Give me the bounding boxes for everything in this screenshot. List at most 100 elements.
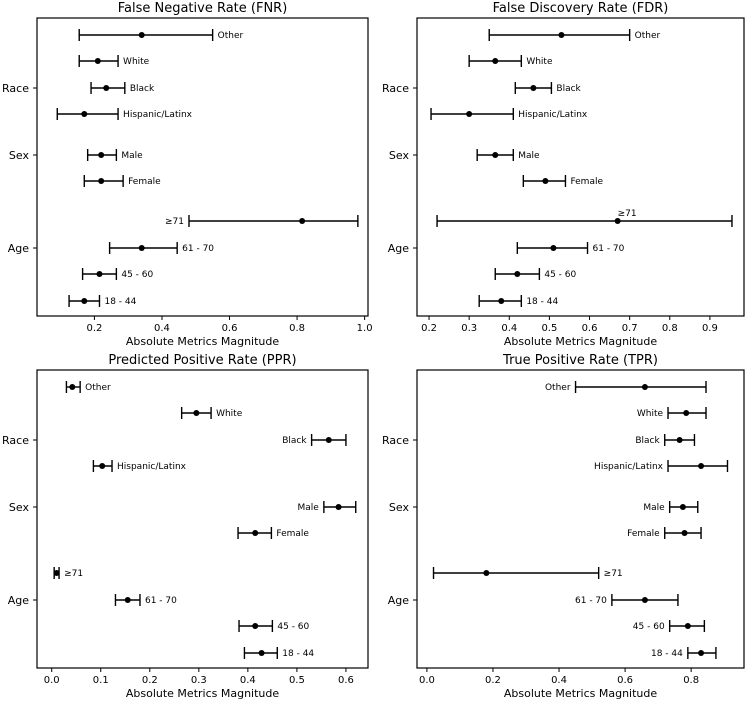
point-marker <box>676 437 683 443</box>
point-marker <box>138 245 145 251</box>
x-axis-label: Absolute Metrics Magnitude <box>126 335 280 348</box>
point-label: Black <box>282 436 307 446</box>
data-point-1: White <box>78 55 150 67</box>
point-marker <box>81 111 88 117</box>
data-point-8: 45 - 60 <box>238 620 310 632</box>
data-point-1: White <box>468 55 553 67</box>
point-marker <box>138 32 145 38</box>
group-label-sex: Sex <box>9 501 30 514</box>
point-label: Other <box>545 383 571 393</box>
x-tick-label: 0.2 <box>485 675 501 686</box>
data-point-2: Black <box>90 82 155 94</box>
group-label-race: Race <box>382 82 409 95</box>
chart-title: Predicted Positive Rate (PPR) <box>108 353 296 368</box>
data-point-7: 61 - 70 <box>575 594 679 606</box>
data-point-1: White <box>180 407 243 419</box>
group-label-age: Age <box>388 242 410 255</box>
point-label: White <box>526 57 553 67</box>
x-tick-label: 0.0 <box>44 675 60 686</box>
point-marker <box>558 32 565 38</box>
point-label: ≥71 <box>618 209 637 219</box>
point-label: Female <box>570 177 603 187</box>
group-label-age: Age <box>8 594 30 607</box>
panel-1: False Negative Rate (FNR) 0.2 0.4 0.6 0.8 1.0… <box>2 1 373 348</box>
data-point-6: ≥71 <box>165 215 359 227</box>
point-label: 45 - 60 <box>633 622 665 632</box>
point-label: 18 - 44 <box>104 297 136 307</box>
point-marker <box>252 623 259 629</box>
data-point-0: Other <box>65 381 111 393</box>
x-tick-label: 0.5 <box>541 323 557 334</box>
x-tick-label: 0.3 <box>191 675 207 686</box>
x-tick-label: 0.6 <box>222 323 238 334</box>
x-tick-label: 0.8 <box>662 323 678 334</box>
x-tick-label: 0.3 <box>461 323 477 334</box>
x-tick-label: 0.2 <box>142 675 158 686</box>
plot-frame <box>416 369 745 669</box>
point-marker <box>466 111 473 117</box>
x-tick-label: 0.2 <box>86 323 102 334</box>
data-point-6: ≥71 <box>432 567 623 579</box>
point-marker <box>258 650 265 656</box>
data-point-0: Other <box>488 29 661 41</box>
point-label: Hispanic/Latinx <box>117 462 187 472</box>
point-label: Male <box>121 151 143 161</box>
point-marker <box>81 298 88 304</box>
point-marker <box>684 623 691 629</box>
point-marker <box>98 178 105 184</box>
group-label-race: Race <box>2 434 29 447</box>
x-tick-label: 0.8 <box>683 675 699 686</box>
group-label-age: Age <box>388 594 410 607</box>
data-point-0: Other <box>545 381 707 393</box>
point-label: White <box>216 409 243 419</box>
data-point-1: White <box>637 407 707 419</box>
point-label: Black <box>556 84 581 94</box>
point-label: 61 - 70 <box>145 596 177 606</box>
x-tick-label: 0.4 <box>501 323 517 334</box>
point-marker <box>681 530 688 536</box>
data-point-6: ≥71 <box>436 209 733 227</box>
point-marker <box>614 218 621 224</box>
point-marker <box>94 58 101 64</box>
point-marker <box>542 178 549 184</box>
data-point-3: Hispanic/Latinx <box>594 460 729 472</box>
point-label: Hispanic/Latinx <box>594 462 664 472</box>
group-label-sex: Sex <box>389 149 410 162</box>
point-label: 45 - 60 <box>121 270 153 280</box>
x-tick-label: 0.6 <box>338 675 354 686</box>
point-label: Female <box>276 529 309 539</box>
point-marker <box>96 271 103 277</box>
point-marker <box>492 152 499 158</box>
data-point-3: Hispanic/Latinx <box>430 108 588 120</box>
point-label: White <box>637 409 664 419</box>
data-point-4: Male <box>643 501 699 513</box>
point-label: 61 - 70 <box>575 596 607 606</box>
point-label: 18 - 44 <box>282 649 314 659</box>
x-tick-label: 0.6 <box>582 323 598 334</box>
point-label: Male <box>643 503 665 513</box>
point-label: 45 - 60 <box>277 622 309 632</box>
data-point-2: Black <box>514 82 582 94</box>
data-point-6: ≥71 <box>53 567 83 579</box>
group-label-race: Race <box>2 82 29 95</box>
point-label: Male <box>298 503 320 513</box>
point-label: ≥71 <box>165 217 184 227</box>
data-point-2: Black <box>282 434 347 446</box>
point-marker <box>498 298 505 304</box>
x-tick-label: 0.6 <box>617 675 633 686</box>
data-point-9: 18 - 44 <box>68 295 137 307</box>
x-tick-label: 0.8 <box>289 323 305 334</box>
point-label: White <box>123 57 150 67</box>
point-marker <box>492 58 499 64</box>
point-marker <box>252 530 259 536</box>
x-tick-label: 0.5 <box>289 675 305 686</box>
data-point-4: Male <box>86 149 143 161</box>
point-marker <box>335 504 342 510</box>
x-tick-label: 0.4 <box>240 675 256 686</box>
data-point-7: 61 - 70 <box>516 242 625 254</box>
point-marker <box>530 85 537 91</box>
x-axis-label: Absolute Metrics Magnitude <box>126 687 280 700</box>
point-marker <box>550 245 557 251</box>
point-label: Other <box>85 383 111 393</box>
point-marker <box>514 271 521 277</box>
